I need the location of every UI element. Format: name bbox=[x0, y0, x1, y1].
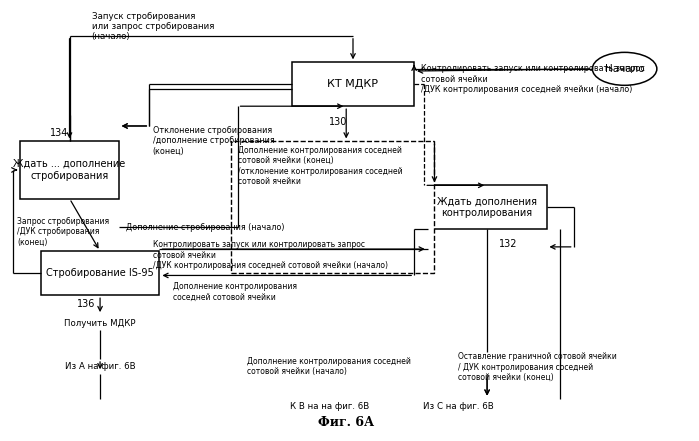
FancyBboxPatch shape bbox=[292, 62, 414, 106]
Ellipse shape bbox=[592, 52, 657, 85]
FancyBboxPatch shape bbox=[428, 185, 547, 229]
Text: Из А на фиг. 6В: Из А на фиг. 6В bbox=[65, 362, 136, 371]
Text: Фиг. 6А: Фиг. 6А bbox=[318, 416, 374, 430]
Text: 136: 136 bbox=[77, 299, 95, 309]
Text: Дополнение контролирования
соседней сотовой ячейки: Дополнение контролирования соседней сото… bbox=[173, 282, 297, 302]
FancyBboxPatch shape bbox=[20, 142, 119, 198]
Text: Стробирование IS-95: Стробирование IS-95 bbox=[46, 268, 154, 278]
Text: Контролировать запуск или контролировать запрос
сотовой ячейки
/ДУК контролирова: Контролировать запуск или контролировать… bbox=[152, 240, 388, 270]
Text: Запуск стробирования
или запрос стробирования
(начало): Запуск стробирования или запрос стробиро… bbox=[92, 11, 214, 41]
Text: Ждать дополнения
контролирования: Ждать дополнения контролирования bbox=[437, 197, 537, 218]
Text: Начало: Начало bbox=[605, 64, 644, 74]
Text: 132: 132 bbox=[499, 239, 517, 249]
Text: Оставление граничной сотовой ячейки
/ ДУК контролирования соседней
сотовой ячейк: Оставление граничной сотовой ячейки / ДУ… bbox=[459, 352, 617, 382]
Text: К В на на фиг. 6В: К В на на фиг. 6В bbox=[289, 401, 369, 411]
Text: Дополнение стробирования (начало): Дополнение стробирования (начало) bbox=[126, 223, 284, 232]
Text: 130: 130 bbox=[329, 116, 347, 127]
Text: Дополнение контролирования соседней
сотовой ячейки (конец)
/отклонение контролир: Дополнение контролирования соседней сото… bbox=[238, 146, 402, 186]
Text: КТ МДКР: КТ МДКР bbox=[328, 79, 378, 89]
Text: Запрос стробирования
/ДУК стробирования
(конец): Запрос стробирования /ДУК стробирования … bbox=[17, 217, 109, 247]
Text: Получить МДКР: Получить МДКР bbox=[64, 319, 136, 328]
Text: 134: 134 bbox=[50, 127, 68, 138]
FancyBboxPatch shape bbox=[41, 251, 159, 295]
Text: Ждать ... дополнение
стробирования: Ждать ... дополнение стробирования bbox=[13, 159, 126, 181]
FancyBboxPatch shape bbox=[231, 142, 435, 273]
Text: Контролировать запуск или контролировать запрос
сотовой ячейки
/ДУК контролирова: Контролировать запуск или контролировать… bbox=[421, 64, 644, 94]
Text: Дополнение контролирования соседней
сотовой ячейки (начало): Дополнение контролирования соседней сото… bbox=[247, 357, 411, 376]
Text: Отклонение стробирования
/дополнение стробирования
(конец): Отклонение стробирования /дополнение стр… bbox=[152, 126, 275, 156]
Text: Из С на фиг. 6В: Из С на фиг. 6В bbox=[423, 401, 493, 411]
